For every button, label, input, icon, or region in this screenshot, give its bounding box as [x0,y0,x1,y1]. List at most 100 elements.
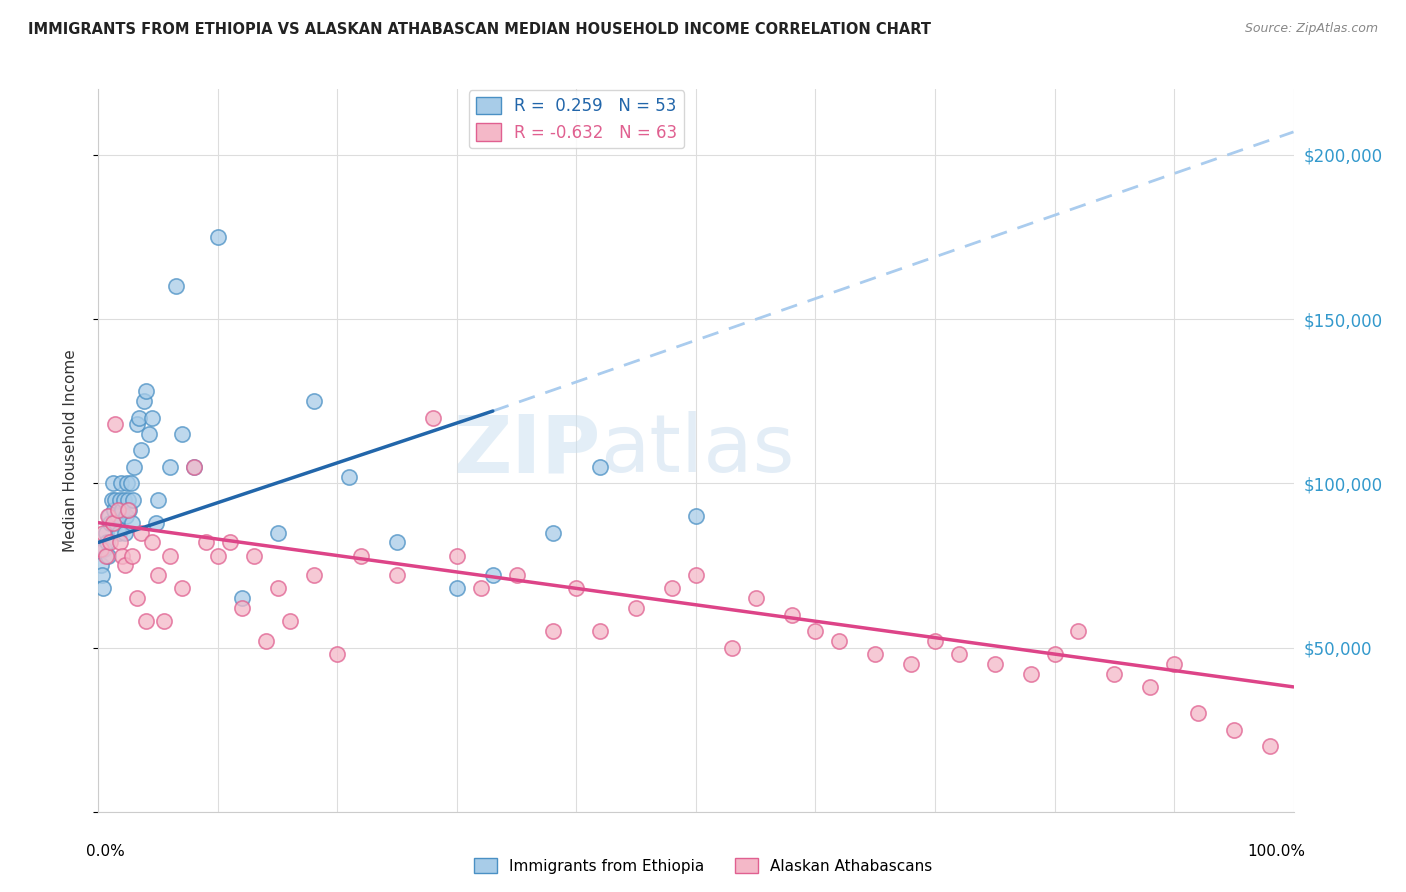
Point [135,614,157,628]
Point [900,657,922,671]
Point [219,535,242,549]
Point [103,502,125,516]
Point [745,591,768,606]
Point [278,614,301,628]
Point [125,417,148,432]
Legend: Immigrants from Ethiopia, Alaskan Athabascans: Immigrants from Ethiopia, Alaskan Athaba… [468,852,938,880]
Point [231,601,253,615]
Point [207,549,229,563]
Point [122,492,145,507]
Point [125,591,148,606]
Point [98,535,122,549]
Point [101,476,124,491]
Text: 0.0%: 0.0% [87,844,125,859]
Point [165,279,187,293]
Point [159,459,181,474]
Point [243,549,266,563]
Point [195,535,218,549]
Point [302,394,325,409]
Point [114,525,136,540]
Point [506,568,529,582]
Point [114,558,136,573]
Legend: R =  0.259   N = 53, R = -0.632   N = 63: R = 0.259 N = 53, R = -0.632 N = 63 [470,90,683,148]
Point [780,607,803,622]
Point [685,509,707,524]
Point [1258,739,1281,753]
Point [111,549,134,563]
Point [104,492,127,507]
Point [141,535,163,549]
Point [91,582,114,596]
Text: ZIP: ZIP [453,411,600,490]
Text: atlas: atlas [600,411,794,490]
Point [172,427,194,442]
Point [183,459,205,474]
Point [159,549,181,563]
Point [118,502,141,516]
Point [115,509,138,524]
Point [108,535,131,549]
Point [267,525,290,540]
Point [115,476,138,491]
Point [470,582,492,596]
Point [100,492,122,507]
Point [90,541,112,556]
Point [98,516,122,530]
Point [124,459,146,474]
Point [108,492,131,507]
Point [541,525,564,540]
Point [121,516,143,530]
Point [339,469,361,483]
Point [98,509,121,524]
Point [1187,706,1209,721]
Point [481,568,505,582]
Point [120,476,142,491]
Point [117,492,139,507]
Point [267,582,290,596]
Point [385,535,409,549]
Point [112,492,135,507]
Point [1019,666,1042,681]
Point [326,647,349,661]
Point [97,549,120,563]
Point [626,601,648,615]
Point [94,525,117,540]
Point [207,230,229,244]
Point [94,549,117,563]
Point [107,509,129,524]
Point [589,459,612,474]
Point [948,647,970,661]
Point [138,427,160,442]
Point [422,410,444,425]
Point [685,568,707,582]
Point [924,634,946,648]
Point [385,568,409,582]
Point [145,516,167,530]
Point [101,516,124,530]
Point [97,509,120,524]
Point [1223,723,1246,737]
Point [107,502,129,516]
Point [131,443,153,458]
Point [96,535,118,549]
Point [135,384,157,399]
Point [661,582,683,596]
Point [153,614,176,628]
Point [565,582,588,596]
Point [541,624,564,639]
Text: IMMIGRANTS FROM ETHIOPIA VS ALASKAN ATHABASCAN MEDIAN HOUSEHOLD INCOME CORRELATI: IMMIGRANTS FROM ETHIOPIA VS ALASKAN ATHA… [28,22,931,37]
Point [1067,624,1090,639]
Point [984,657,1007,671]
Point [121,549,143,563]
Point [589,624,612,639]
Point [828,634,851,648]
Point [90,558,112,573]
Point [865,647,887,661]
Point [93,541,115,556]
Point [254,634,277,648]
Point [302,568,325,582]
Point [91,525,114,540]
Point [128,410,150,425]
Point [131,525,153,540]
Point [446,582,468,596]
